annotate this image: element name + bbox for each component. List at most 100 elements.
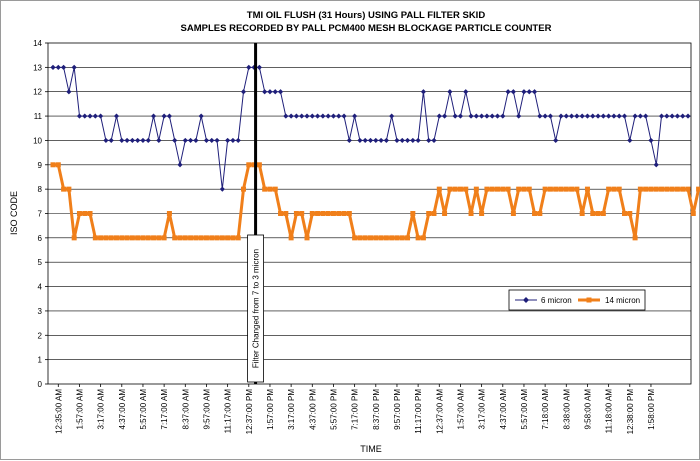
x-tick-label: 8:38:00 AM [562, 389, 571, 430]
data-point [622, 211, 627, 216]
data-point [379, 235, 384, 240]
data-point [299, 211, 304, 216]
data-point [220, 235, 225, 240]
data-point [66, 187, 71, 192]
x-tick-label: 7:18:00 AM [541, 389, 550, 430]
y-tick-label: 0 [38, 380, 43, 389]
x-tick-label: 8:37:00 PM [372, 389, 381, 430]
data-point [151, 235, 156, 240]
data-point [516, 187, 521, 192]
data-point [500, 187, 505, 192]
data-point [585, 187, 590, 192]
data-point [670, 187, 675, 192]
chart-title: TMI OIL FLUSH (31 Hours) USING PALL FILT… [247, 10, 486, 21]
data-point [511, 211, 516, 216]
y-tick-label: 9 [38, 161, 43, 170]
x-tick-label: 7:17:00 PM [351, 389, 360, 430]
data-point [51, 162, 56, 167]
data-point [326, 211, 331, 216]
data-point [543, 187, 548, 192]
x-tick-label: 1:57:00 AM [456, 389, 465, 430]
data-point [617, 187, 622, 192]
data-point [627, 211, 632, 216]
data-point [267, 187, 272, 192]
data-point [135, 235, 140, 240]
data-point [342, 211, 347, 216]
y-tick-label: 8 [38, 185, 43, 194]
data-point [315, 211, 320, 216]
data-point [336, 211, 341, 216]
y-tick-label: 1 [38, 356, 43, 365]
data-point [236, 235, 241, 240]
x-tick-label: 1:57:00 AM [75, 389, 84, 430]
data-point [389, 235, 394, 240]
data-point [553, 187, 558, 192]
data-point [162, 235, 167, 240]
data-point [305, 235, 310, 240]
data-point [696, 187, 700, 192]
data-point [596, 211, 601, 216]
y-tick-label: 2 [38, 331, 43, 340]
data-point [421, 235, 426, 240]
data-point [262, 187, 267, 192]
data-point [61, 187, 66, 192]
data-point [680, 187, 685, 192]
data-point [574, 187, 579, 192]
data-point [246, 162, 251, 167]
data-point [98, 235, 103, 240]
data-point [601, 211, 606, 216]
data-point [675, 187, 680, 192]
data-point [463, 187, 468, 192]
data-point [215, 235, 220, 240]
data-point [352, 235, 357, 240]
x-axis-ticks: 12:35:00 AM 1:57:00 AM 3:17:00 AM 4:37:00 A… [54, 384, 656, 434]
data-point [405, 235, 410, 240]
data-point [103, 235, 108, 240]
x-tick-label: 4:37:00 AM [118, 389, 127, 430]
x-tick-label: 1:58:00 PM [647, 389, 656, 430]
data-point [437, 187, 442, 192]
legend-14-micron-label: 14 micron [605, 296, 640, 305]
data-point [331, 211, 336, 216]
legend-14-micron-marker [587, 298, 592, 303]
data-point [537, 211, 542, 216]
x-tick-label: 12:35:00 AM [54, 389, 63, 434]
data-point [521, 187, 526, 192]
data-point [156, 235, 161, 240]
y-axis-title: ISO CODE [9, 191, 19, 235]
y-tick-label: 3 [38, 307, 43, 316]
data-point [225, 235, 230, 240]
data-point [183, 235, 188, 240]
data-point [273, 187, 278, 192]
data-point [410, 211, 415, 216]
y-tick-label: 6 [38, 234, 43, 243]
data-point [394, 235, 399, 240]
data-point [283, 211, 288, 216]
data-point [109, 235, 114, 240]
data-point [474, 187, 479, 192]
data-point [146, 235, 151, 240]
data-point [479, 211, 484, 216]
data-point [93, 235, 98, 240]
data-point [188, 235, 193, 240]
data-point [532, 211, 537, 216]
data-point [363, 235, 368, 240]
y-tick-label: 10 [33, 136, 42, 145]
data-point [310, 211, 315, 216]
chart-subtitle: SAMPLES RECORDED BY PALL PCM400 MESH BLO… [181, 23, 552, 34]
data-point [204, 235, 209, 240]
data-point [506, 187, 511, 192]
y-tick-label: 5 [38, 258, 43, 267]
data-point [548, 187, 553, 192]
x-tick-label: 4:37:00 AM [499, 389, 508, 430]
x-tick-label: 3:17:00 AM [97, 389, 106, 430]
annotation-text: Filter Changed from 7 to 3 micron [252, 249, 261, 368]
x-tick-label: 9:57:00 PM [393, 389, 402, 430]
data-point [490, 187, 495, 192]
data-point [72, 235, 77, 240]
data-point [527, 187, 532, 192]
x-tick-label: 3:17:00 PM [287, 389, 296, 430]
x-tick-label: 8:37:00 AM [181, 389, 190, 430]
data-point [114, 235, 119, 240]
